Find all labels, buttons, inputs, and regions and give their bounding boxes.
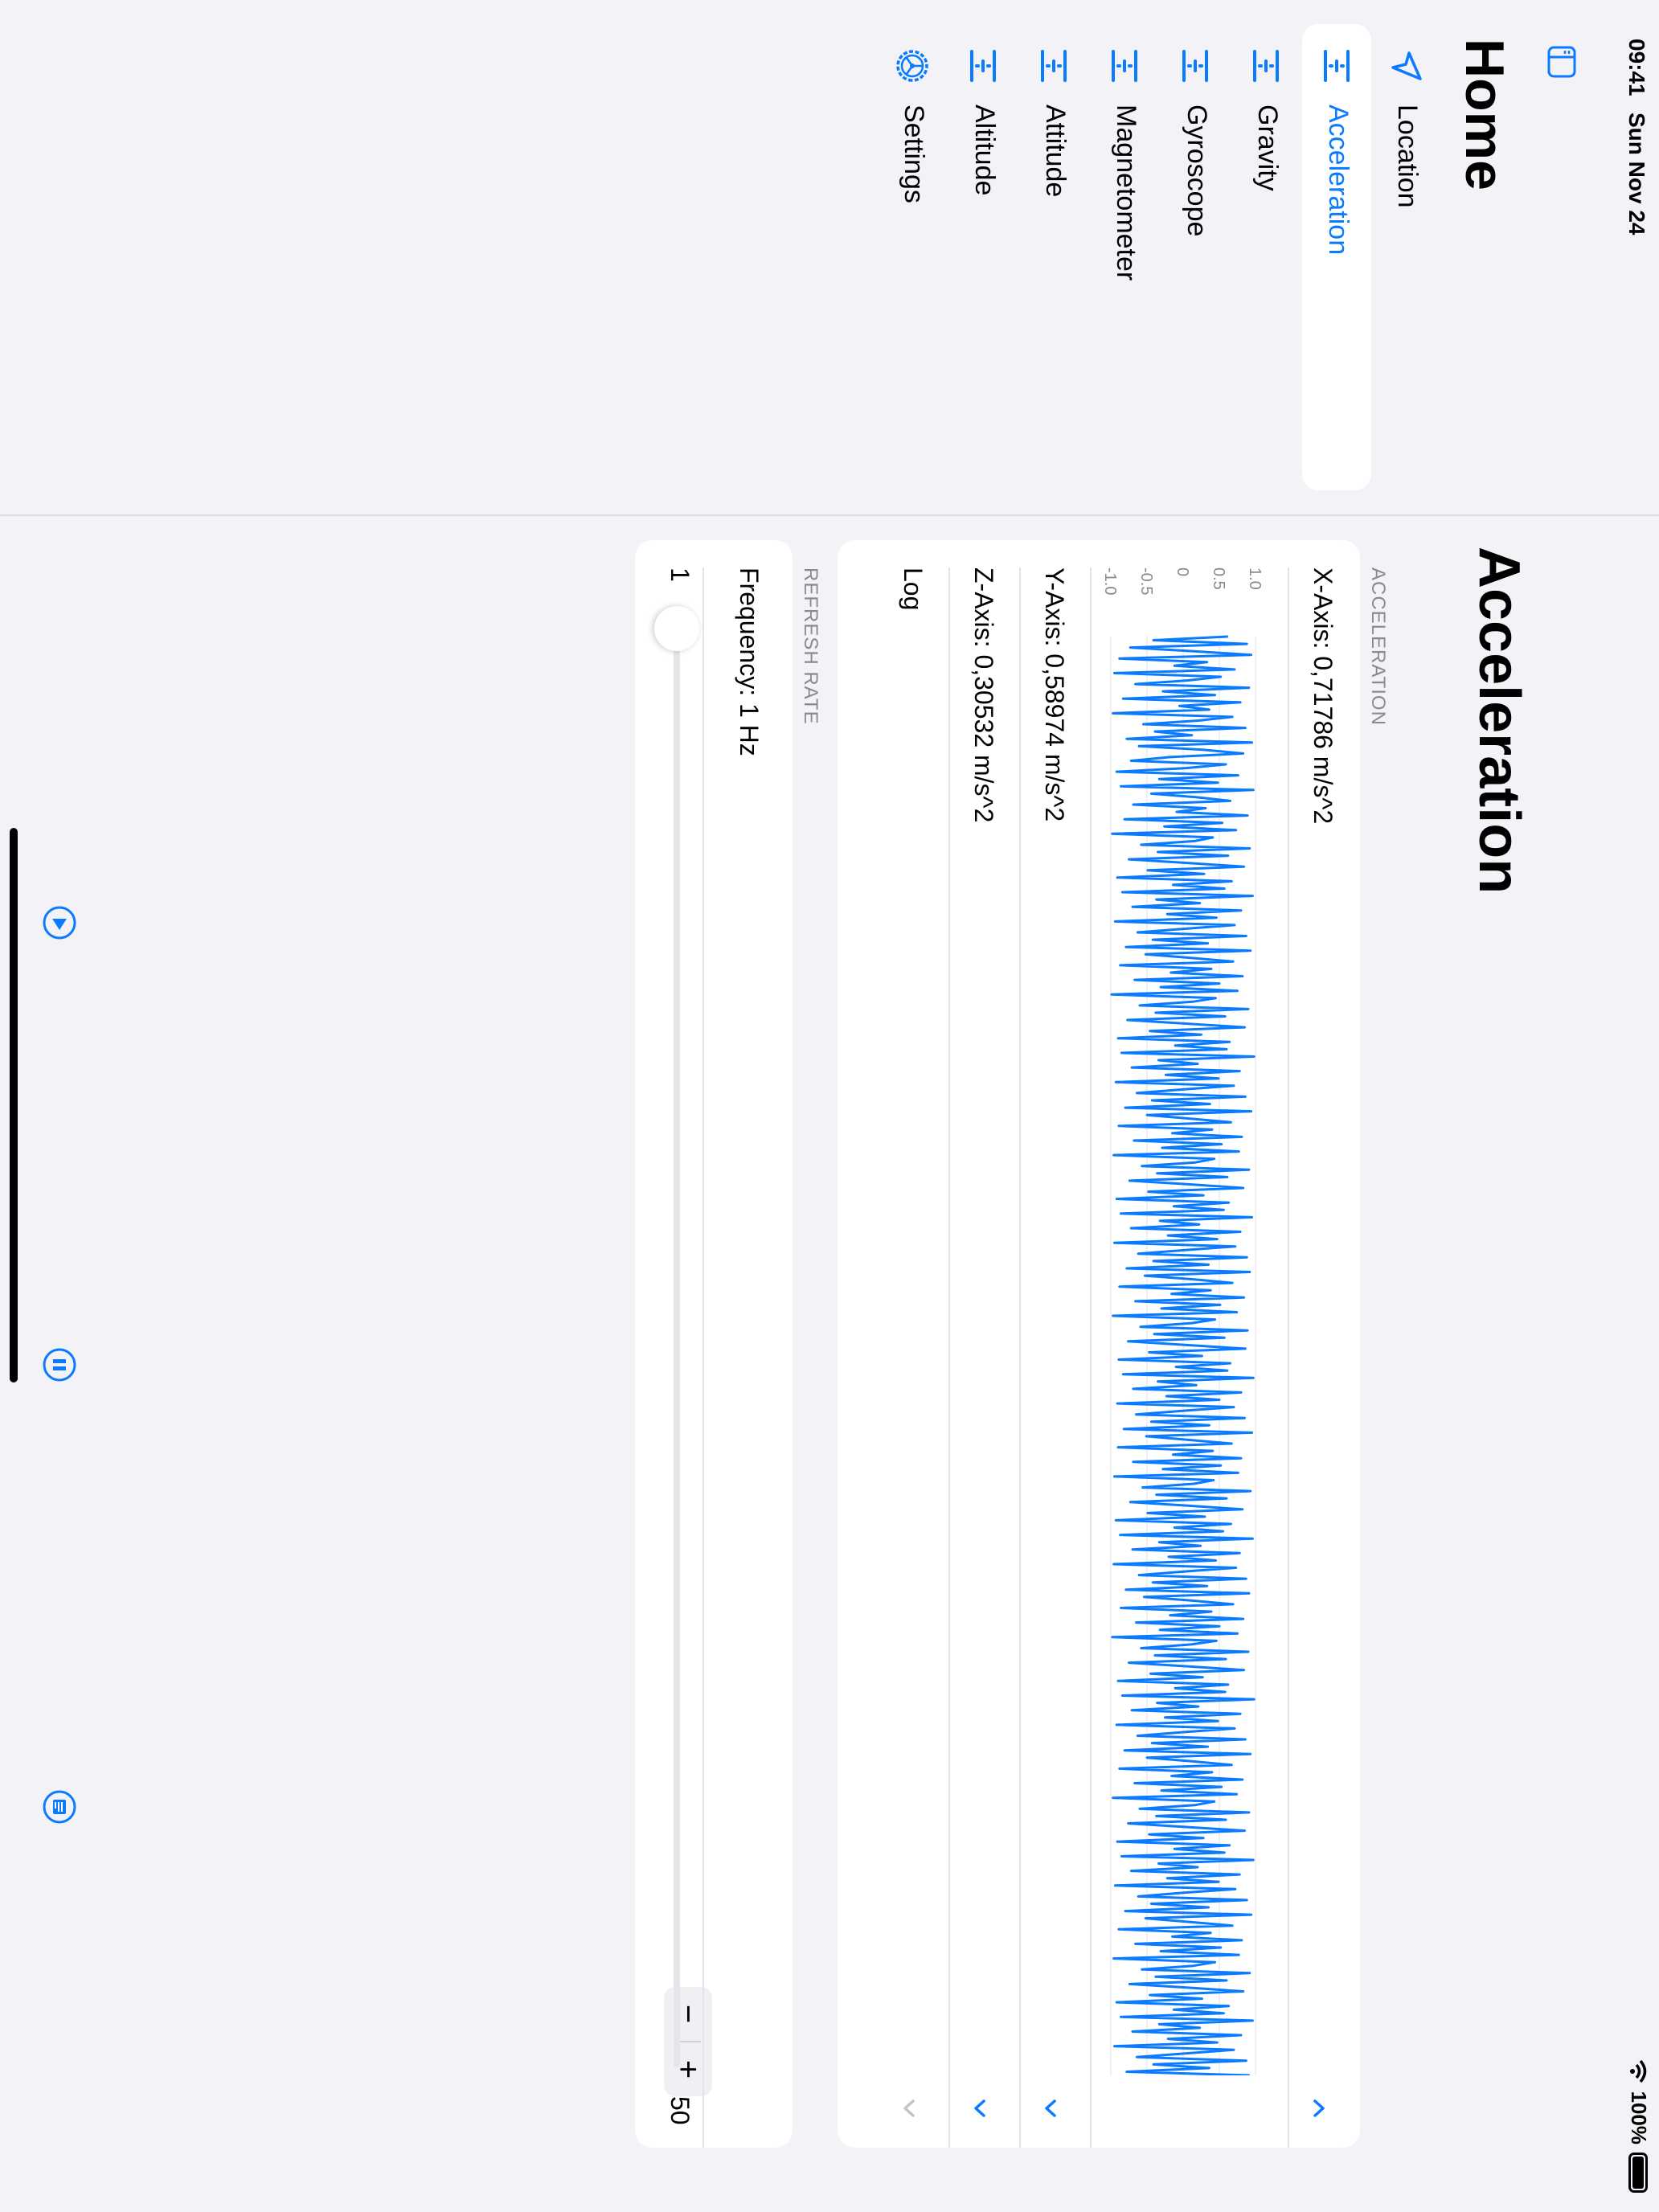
sidebar-item-gravity[interactable]: Gravity bbox=[1231, 24, 1301, 490]
home-indicator bbox=[10, 828, 18, 1382]
chevron-down-icon[interactable] bbox=[1040, 2098, 1061, 2119]
location-arrow-icon bbox=[1391, 51, 1422, 80]
divider bbox=[1288, 567, 1289, 2148]
sidebar-toggle-icon[interactable] bbox=[1545, 45, 1579, 79]
sidebar-item-label: Gravity bbox=[1252, 104, 1283, 191]
axis-icon bbox=[1253, 50, 1279, 82]
sidebar-item-magnetometer[interactable]: Magnetometer bbox=[1090, 24, 1159, 490]
divider bbox=[1019, 567, 1021, 2148]
sidebar-item-settings[interactable]: Settings bbox=[878, 24, 947, 490]
refresh-rate-card: Frequency: 1 Hz − + 1 50 bbox=[635, 540, 793, 2148]
page-title: Acceleration bbox=[1467, 547, 1531, 895]
sidebar-item-label: Acceleration bbox=[1323, 104, 1354, 256]
stepper-plus-button[interactable]: + bbox=[670, 2059, 707, 2079]
sidebar-item-label: Attitude bbox=[1040, 104, 1071, 198]
gear-icon bbox=[896, 50, 928, 82]
slider-min-label: 1 bbox=[666, 567, 694, 582]
play-circle-icon[interactable] bbox=[42, 905, 77, 940]
sidebar-item-label: Magnetometer bbox=[1111, 104, 1141, 281]
frequency-slider[interactable] bbox=[654, 606, 699, 2067]
axis-icon bbox=[1041, 50, 1067, 82]
wifi-icon bbox=[1630, 2059, 1647, 2083]
sidebar-item-label: Gyroscope bbox=[1182, 104, 1212, 237]
axis-icon bbox=[1324, 50, 1350, 82]
document-circle-icon[interactable] bbox=[42, 1789, 77, 1825]
chart-y-tick-label: 0 bbox=[1174, 567, 1191, 576]
divider bbox=[703, 567, 704, 2148]
status-indicators: 100% bbox=[1626, 2059, 1651, 2193]
z-axis-row: Z-Axis: 0,30532 m/s^2 bbox=[969, 567, 998, 823]
axis-icon bbox=[970, 50, 996, 82]
y-axis-row: Y-Axis: 0,58974 m/s^2 bbox=[1040, 567, 1069, 822]
sidebar: Home Location Acceleration bbox=[0, 0, 1659, 516]
chevron-down-icon[interactable] bbox=[899, 2098, 920, 2119]
log-row: Log bbox=[899, 567, 928, 611]
sidebar-item-location[interactable]: Location bbox=[1371, 24, 1440, 490]
axis-icon bbox=[1182, 50, 1208, 82]
frequency-stepper: − + bbox=[664, 1987, 712, 2096]
battery-percent: 100% bbox=[1627, 2091, 1651, 2145]
x-axis-row: X-Axis: 0,71786 m/s^2 bbox=[1309, 567, 1337, 825]
chevron-up-icon[interactable] bbox=[1309, 2098, 1329, 2119]
slider-knob[interactable] bbox=[654, 606, 699, 651]
chart-y-tick-label: -0.5 bbox=[1137, 567, 1155, 595]
divider bbox=[948, 567, 950, 2148]
acceleration-section-header: ACCELERATION bbox=[1367, 567, 1389, 726]
sidebar-title: Home bbox=[1454, 39, 1515, 190]
pause-circle-icon[interactable] bbox=[42, 1347, 77, 1382]
acceleration-card: X-Axis: 0,71786 m/s^2 1.0 0.5 0 -0.5 -1.0 Y-… bbox=[838, 540, 1360, 2148]
chart-y-tick-label: 0.5 bbox=[1210, 567, 1227, 590]
sidebar-item-label: Location bbox=[1392, 104, 1423, 208]
sidebar-item-gyroscope[interactable]: Gyroscope bbox=[1161, 24, 1230, 490]
sidebar-item-attitude[interactable]: Attitude bbox=[1019, 24, 1088, 490]
refresh-rate-section-header: REFRESH RATE bbox=[800, 567, 821, 725]
frequency-label: Frequency: 1 Hz bbox=[735, 567, 764, 756]
chart-y-tick-label: -1.0 bbox=[1103, 567, 1119, 595]
sidebar-item-acceleration[interactable]: Acceleration bbox=[1302, 24, 1371, 490]
slider-max-label: 50 bbox=[666, 2096, 694, 2125]
divider bbox=[1090, 567, 1092, 2148]
stepper-minus-button[interactable]: − bbox=[670, 2004, 707, 2024]
acceleration-chart: 1.0 0.5 0 -0.5 -1.0 bbox=[1103, 567, 1264, 2075]
axis-icon bbox=[1112, 50, 1137, 82]
battery-icon bbox=[1628, 2153, 1649, 2193]
chevron-down-icon[interactable] bbox=[969, 2098, 990, 2119]
chart-y-tick-label: 1.0 bbox=[1246, 567, 1264, 590]
sidebar-item-label: Settings bbox=[899, 104, 929, 203]
chart-series-line bbox=[1110, 635, 1256, 2075]
sidebar-item-label: Altitude bbox=[969, 104, 1000, 196]
sidebar-item-altitude[interactable]: Altitude bbox=[948, 24, 1018, 490]
